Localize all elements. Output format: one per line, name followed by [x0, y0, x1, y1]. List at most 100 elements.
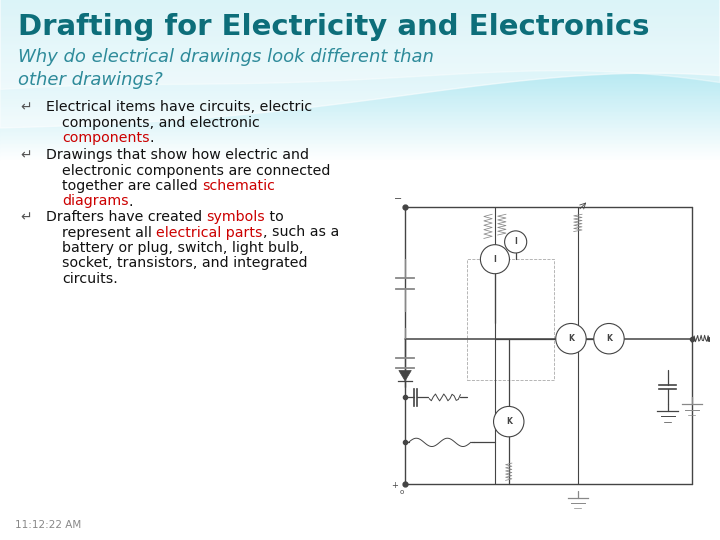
Bar — [0, 32, 720, 35]
Bar — [0, 44, 720, 46]
Bar — [0, 143, 720, 145]
Bar — [0, 108, 720, 110]
Bar — [0, 109, 720, 112]
Text: Electrical items have circuits, electric: Electrical items have circuits, electric — [46, 100, 312, 114]
Bar — [0, 71, 720, 73]
Bar — [0, 6, 720, 9]
Bar — [0, 94, 720, 97]
Bar — [0, 116, 720, 118]
Bar — [0, 51, 720, 53]
Bar — [0, 73, 720, 76]
Bar — [0, 114, 720, 117]
Bar — [0, 96, 720, 98]
Bar — [0, 117, 720, 120]
Bar — [0, 123, 720, 125]
Text: components: components — [62, 131, 150, 145]
Bar — [0, 141, 720, 144]
Text: Drawings that show how electric and: Drawings that show how electric and — [46, 148, 309, 162]
Bar — [0, 160, 720, 540]
Bar — [0, 147, 720, 149]
Bar — [0, 49, 720, 52]
Bar — [0, 66, 720, 69]
Text: diagrams: diagrams — [62, 194, 129, 208]
Bar — [0, 92, 720, 94]
Bar — [0, 137, 720, 140]
Bar — [0, 68, 720, 70]
Text: K: K — [568, 334, 574, 343]
Bar — [0, 65, 720, 68]
Bar — [0, 60, 720, 62]
Bar — [0, 159, 720, 161]
Bar — [0, 11, 720, 13]
Bar — [0, 79, 720, 81]
Bar — [0, 26, 720, 29]
Text: 11:12:22 AM: 11:12:22 AM — [15, 520, 81, 530]
Text: ↵: ↵ — [20, 100, 32, 114]
Bar — [0, 102, 720, 104]
Bar — [0, 42, 720, 44]
Bar — [0, 84, 720, 86]
Circle shape — [493, 407, 524, 437]
Bar — [0, 55, 720, 57]
Text: ↵: ↵ — [20, 148, 32, 162]
Bar — [0, 35, 720, 37]
Bar — [0, 59, 720, 61]
Bar — [0, 53, 720, 56]
Bar — [0, 152, 720, 154]
Text: electrical parts: electrical parts — [156, 226, 263, 240]
Text: , such as a: , such as a — [263, 226, 339, 240]
Text: −: − — [394, 194, 402, 204]
Bar — [0, 136, 720, 138]
Bar — [0, 75, 720, 77]
Text: electronic components are connected: electronic components are connected — [62, 164, 330, 178]
Text: .: . — [150, 131, 154, 145]
Bar — [0, 119, 720, 121]
Bar — [0, 77, 720, 80]
Text: socket, transistors, and integrated: socket, transistors, and integrated — [62, 256, 307, 271]
Bar — [0, 57, 720, 59]
Bar — [0, 154, 720, 157]
Bar — [0, 91, 720, 93]
Bar — [0, 85, 720, 87]
Bar — [0, 39, 720, 41]
Bar — [0, 48, 720, 50]
Text: I: I — [514, 238, 517, 246]
Text: .: . — [129, 194, 133, 208]
Bar — [0, 46, 720, 49]
Bar — [0, 64, 720, 66]
Circle shape — [594, 323, 624, 354]
Text: K: K — [606, 334, 612, 343]
Text: I: I — [493, 255, 496, 264]
Bar — [0, 88, 720, 90]
Circle shape — [480, 245, 510, 274]
Bar — [0, 63, 720, 65]
Text: Why do electrical drawings look different than
other drawings?: Why do electrical drawings look differen… — [18, 48, 434, 89]
Bar — [0, 40, 720, 42]
Bar — [0, 157, 720, 160]
Circle shape — [556, 323, 586, 354]
Bar — [0, 33, 720, 36]
Text: o: o — [400, 489, 404, 495]
Bar — [0, 29, 720, 32]
Bar — [0, 99, 720, 101]
Bar — [0, 156, 720, 158]
Bar — [0, 14, 720, 16]
Bar — [0, 104, 720, 106]
Bar — [0, 124, 720, 126]
Bar — [0, 20, 720, 22]
Bar — [0, 133, 720, 136]
Bar — [0, 153, 720, 156]
Text: Drafters have created: Drafters have created — [46, 210, 207, 224]
Bar — [0, 122, 720, 124]
Bar — [0, 139, 720, 141]
Text: symbols: symbols — [207, 210, 266, 224]
Bar — [0, 131, 720, 133]
Bar — [0, 83, 720, 85]
Bar — [0, 12, 720, 15]
Bar — [0, 31, 720, 33]
Bar — [0, 52, 720, 55]
Text: circuits.: circuits. — [62, 272, 118, 286]
Bar — [0, 128, 720, 130]
Text: K: K — [506, 417, 512, 426]
Bar — [0, 9, 720, 12]
